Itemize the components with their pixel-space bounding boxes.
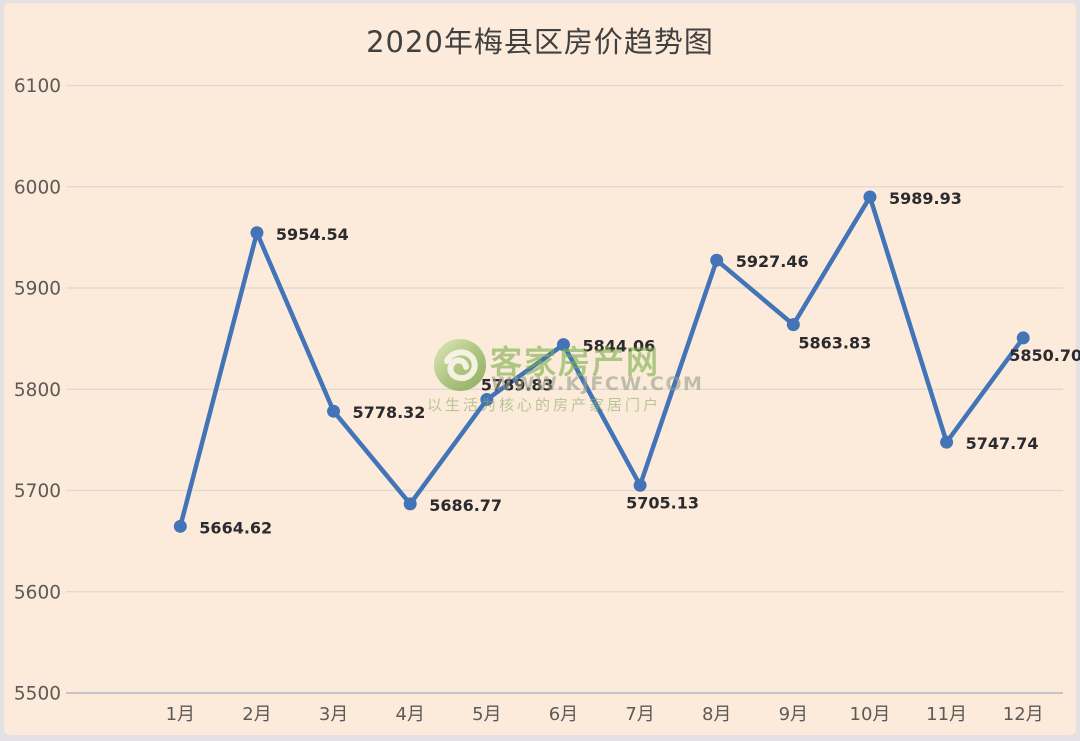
x-axis-tick-label: 3月 — [319, 704, 348, 725]
x-axis-tick-label: 7月 — [625, 704, 654, 725]
y-axis-tick-label: 5900 — [14, 279, 61, 300]
data-point-label: 5686.77 — [429, 496, 502, 515]
chart-card: 2020年梅县区房价趋势图 5500 5600 5700 5800 5900 6000 61… — [4, 3, 1080, 735]
data-point-marker — [173, 519, 187, 533]
data-point-marker — [327, 404, 341, 418]
y-axis-tick-label: 5500 — [14, 684, 61, 705]
price-trend-line — [178, 194, 1026, 529]
data-point-label: 5863.83 — [798, 334, 871, 353]
data-point-marker — [403, 497, 417, 511]
y-axis-tick-label: 5700 — [14, 481, 61, 502]
data-point-marker — [633, 478, 647, 492]
data-point-label: 5927.46 — [736, 252, 809, 271]
data-point-label: 5789.83 — [481, 376, 554, 395]
y-axis-tick-label: 5800 — [14, 380, 61, 401]
data-point-label: 5989.93 — [889, 189, 962, 208]
y-axis-tick-label: 5600 — [14, 582, 61, 603]
data-point-label: 5844.06 — [582, 337, 655, 356]
y-axis-tick-label: 6000 — [14, 177, 61, 198]
data-point-marker — [480, 393, 494, 407]
x-axis-tick-label: 8月 — [702, 704, 731, 725]
x-axis-tick-label: 1月 — [166, 704, 195, 725]
data-point-marker — [1016, 331, 1030, 345]
data-point-marker — [940, 435, 954, 449]
data-point-label: 5664.62 — [199, 518, 272, 537]
data-point-label: 5747.74 — [966, 434, 1039, 453]
data-point-marker — [863, 190, 877, 204]
x-axis-tick-label: 11月 — [926, 704, 967, 725]
data-point-label: 5778.32 — [353, 403, 426, 422]
data-point-marker — [710, 253, 724, 267]
x-axis-tick-label: 4月 — [395, 704, 424, 725]
x-axis-tick-label: 9月 — [779, 704, 808, 725]
data-point-label: 5705.13 — [626, 493, 699, 512]
x-axis-tick-label: 6月 — [549, 704, 578, 725]
data-point-marker — [250, 226, 264, 240]
x-axis-tick-label: 10月 — [850, 704, 891, 725]
x-axis-tick-label: 12月 — [1003, 704, 1044, 725]
data-point-marker — [786, 318, 800, 332]
line-chart-plot: 5500 5600 5700 5800 5900 6000 6100 1月 2月 3月 4月 5月 6月… — [14, 76, 1080, 725]
data-point-label: 5850.70 — [1009, 346, 1080, 365]
x-axis-tick-label: 5月 — [472, 704, 501, 725]
chart-title: 2020年梅县区房价趋势图 — [366, 25, 714, 59]
x-axis-tick-label: 2月 — [242, 704, 271, 725]
y-axis-tick-label: 6100 — [14, 76, 61, 97]
data-point-marker — [556, 338, 570, 352]
data-point-label: 5954.54 — [276, 225, 349, 244]
